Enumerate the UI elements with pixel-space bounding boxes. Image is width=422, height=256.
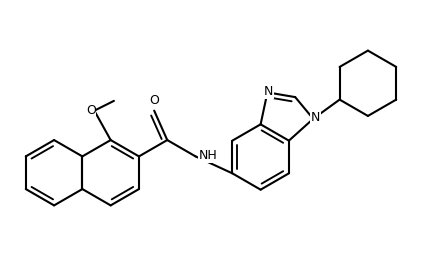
Text: NH: NH (199, 149, 218, 162)
Text: O: O (86, 104, 96, 117)
Text: O: O (149, 94, 159, 107)
Text: N: N (311, 111, 320, 124)
Text: N: N (264, 85, 273, 98)
